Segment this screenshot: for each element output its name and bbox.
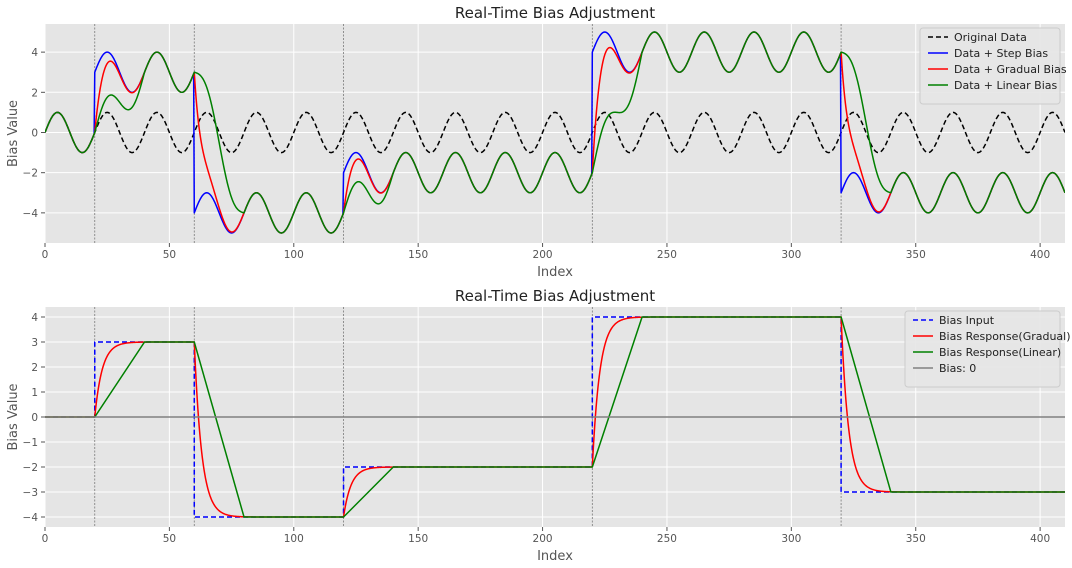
y-tick-label: 0 <box>31 127 38 139</box>
legend-box <box>919 27 1061 105</box>
plot-lines <box>45 307 1065 527</box>
x-tick-label: 300 <box>781 249 801 261</box>
x-tick-label: 250 <box>657 249 677 261</box>
y-tick-label: 2 <box>31 87 38 99</box>
x-tick-label: 100 <box>284 533 304 545</box>
x-tick-label: 0 <box>42 533 49 545</box>
x-tick-label: 150 <box>408 249 428 261</box>
x-tick-label: 200 <box>533 249 553 261</box>
y-tick-label: 4 <box>31 312 38 324</box>
y-tick-label: −2 <box>23 462 38 474</box>
x-tick-label: 350 <box>906 533 926 545</box>
y-tick-label: −2 <box>23 168 38 180</box>
y-tick-label: 4 <box>31 47 38 59</box>
x-tick-label: 150 <box>408 533 428 545</box>
x-tick-label: 250 <box>657 533 677 545</box>
y-axis-label: Bias Value <box>6 383 21 450</box>
legend-label: Data + Gradual Bias <box>954 63 1067 76</box>
y-tick-label: −3 <box>23 487 38 499</box>
legend-label: Data + Linear Bias <box>954 79 1058 92</box>
chart-panel-1: 0 50 100 150 200 250 300 350 400 −4 −2 0 2 4 Real-Time… <box>6 4 1067 280</box>
series-bias-response-linear- <box>45 316 1065 518</box>
x-tick-label: 0 <box>42 249 49 261</box>
x-tick-label: 50 <box>163 249 176 261</box>
legend-label: Bias: 0 <box>939 362 976 375</box>
x-axis-label: Index <box>537 549 573 564</box>
legend-label: Bias Response(Gradual) <box>939 330 1071 343</box>
y-tick-label: 3 <box>31 337 38 349</box>
chart-title: Real-Time Bias Adjustment <box>455 287 655 305</box>
legend-label: Bias Input <box>939 314 995 327</box>
chart-title: Real-Time Bias Adjustment <box>455 4 655 22</box>
y-tick-label: −1 <box>23 437 38 449</box>
x-tick-label: 350 <box>906 249 926 261</box>
y-tick-label: 1 <box>31 387 38 399</box>
x-tick-label: 400 <box>1030 249 1050 261</box>
series-bias-input <box>45 316 1065 518</box>
y-tick-label: −4 <box>23 512 39 524</box>
x-axis-label: Index <box>537 265 573 280</box>
plot-area <box>45 24 1065 243</box>
legend-box <box>904 310 1061 388</box>
x-tick-label: 50 <box>163 533 176 545</box>
plot-lines <box>45 24 1065 243</box>
chart-panel-2: 0 50 100 150 200 250 300 350 400 −4 −3 −2 −1 0 1 2 3 4 Rea… <box>6 287 1071 564</box>
x-tick-label: 200 <box>533 533 553 545</box>
y-tick-label: 0 <box>31 412 38 424</box>
legend: Original Data Data + Step Bias Data + Grad… <box>919 27 1067 105</box>
legend-label: Data + Step Bias <box>954 47 1048 60</box>
legend-label: Original Data <box>954 31 1027 44</box>
legend: Bias Input Bias Response(Gradual) Bias Res… <box>904 310 1071 388</box>
series-data-linear-bias <box>45 31 1065 234</box>
x-tick-label: 300 <box>781 533 801 545</box>
x-tick-label: 400 <box>1030 533 1050 545</box>
y-tick-label: −4 <box>23 208 39 220</box>
legend-label: Bias Response(Linear) <box>939 346 1061 359</box>
x-tick-label: 100 <box>284 249 304 261</box>
y-axis-label: Bias Value <box>6 100 21 167</box>
y-tick-label: 2 <box>31 362 38 374</box>
